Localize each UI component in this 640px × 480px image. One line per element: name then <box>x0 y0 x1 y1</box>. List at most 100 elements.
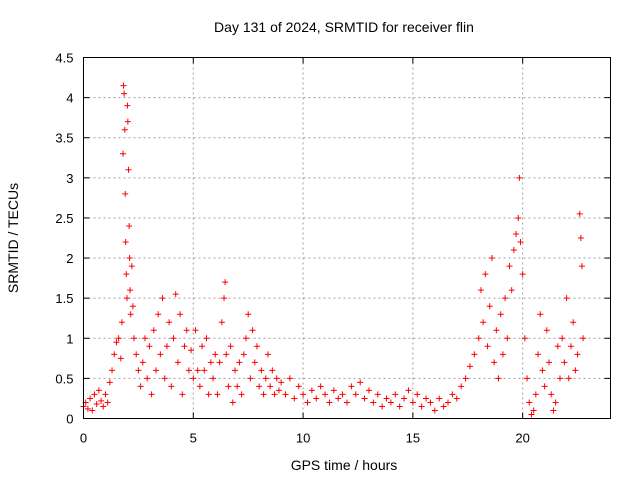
data-point <box>247 375 254 382</box>
axis-ticks <box>83 57 611 419</box>
data-point <box>221 295 228 302</box>
data-point <box>118 319 125 326</box>
data-point <box>392 391 399 398</box>
data-point <box>370 399 377 406</box>
data-point <box>157 351 164 358</box>
plot-frame <box>83 57 611 419</box>
data-point <box>127 287 134 294</box>
data-point <box>194 367 201 374</box>
data-point <box>177 311 184 318</box>
data-point <box>121 126 128 133</box>
data-point <box>127 311 134 318</box>
data-point <box>84 405 91 412</box>
data-point <box>524 375 531 382</box>
data-point <box>269 367 276 374</box>
data-point <box>253 343 260 350</box>
data-point <box>126 255 133 262</box>
data-point <box>495 375 502 382</box>
data-point <box>95 387 102 394</box>
data-point <box>548 391 555 398</box>
data-point <box>109 367 116 374</box>
data-point <box>192 327 199 334</box>
data-point <box>577 235 584 241</box>
data-point <box>387 399 394 406</box>
data-point <box>196 383 203 390</box>
data-point <box>141 335 148 342</box>
data-point <box>499 351 506 358</box>
data-point <box>519 271 526 278</box>
data-point <box>144 375 151 382</box>
data-point <box>493 327 500 334</box>
data-point <box>396 403 403 410</box>
data-point <box>227 343 234 350</box>
y-tick-label: 0.5 <box>55 371 73 386</box>
data-point <box>125 166 132 173</box>
data-point <box>317 383 324 390</box>
data-point <box>361 395 368 402</box>
data-point <box>222 279 229 286</box>
data-point <box>543 327 550 334</box>
data-point <box>497 311 504 318</box>
data-point <box>357 379 364 386</box>
data-point <box>561 359 568 366</box>
data-point <box>418 403 425 410</box>
data-point <box>256 383 263 390</box>
data-point <box>87 395 94 402</box>
data-point <box>462 375 469 382</box>
data-point <box>552 399 559 406</box>
data-point <box>234 383 241 390</box>
data-point <box>515 214 522 221</box>
x-tick-label: 5 <box>190 431 197 446</box>
data-point <box>477 287 484 294</box>
data-point <box>214 391 221 398</box>
data-point <box>168 383 175 390</box>
y-tick-label: 4 <box>66 91 73 106</box>
data-point <box>550 407 557 414</box>
data-point <box>539 367 546 374</box>
data-point <box>491 359 498 366</box>
data-point <box>146 343 153 350</box>
data-point <box>161 375 168 382</box>
y-axis-label: SRMTID / TECUs <box>5 183 21 293</box>
data-point <box>578 263 585 270</box>
y-tick-label: 1.5 <box>55 291 73 306</box>
data-point <box>201 367 208 374</box>
data-point <box>563 295 570 302</box>
data-point <box>139 359 146 366</box>
data-point <box>179 391 186 398</box>
data-point <box>445 399 452 406</box>
data-point <box>183 327 190 334</box>
data-point <box>480 319 487 326</box>
data-point <box>516 174 523 181</box>
y-tick-label: 2 <box>66 251 73 266</box>
data-point <box>275 387 282 394</box>
x-axis-label: GPS time / hours <box>291 457 398 473</box>
data-point <box>190 375 197 382</box>
data-point <box>304 399 311 406</box>
data-point <box>427 399 434 406</box>
data-point <box>466 363 473 370</box>
data-point <box>535 351 542 358</box>
data-point <box>348 383 355 390</box>
data-point <box>205 391 212 398</box>
x-tick-label: 20 <box>515 431 529 446</box>
data-point <box>218 319 225 326</box>
data-point <box>210 375 217 382</box>
data-point <box>517 239 524 246</box>
data-point <box>344 399 350 406</box>
data-point <box>546 359 553 366</box>
data-point <box>486 303 493 310</box>
data-point <box>335 395 342 402</box>
data-point <box>155 311 162 318</box>
data-point <box>565 375 572 382</box>
y-tick-label: 0 <box>66 412 73 427</box>
data-point <box>504 335 511 342</box>
data-point <box>423 395 430 402</box>
gridlines <box>83 57 611 419</box>
data-point <box>123 295 130 302</box>
data-point <box>526 399 533 406</box>
data-point <box>251 359 258 366</box>
data-point <box>129 303 136 310</box>
data-point <box>232 367 239 374</box>
data-point <box>580 335 587 342</box>
